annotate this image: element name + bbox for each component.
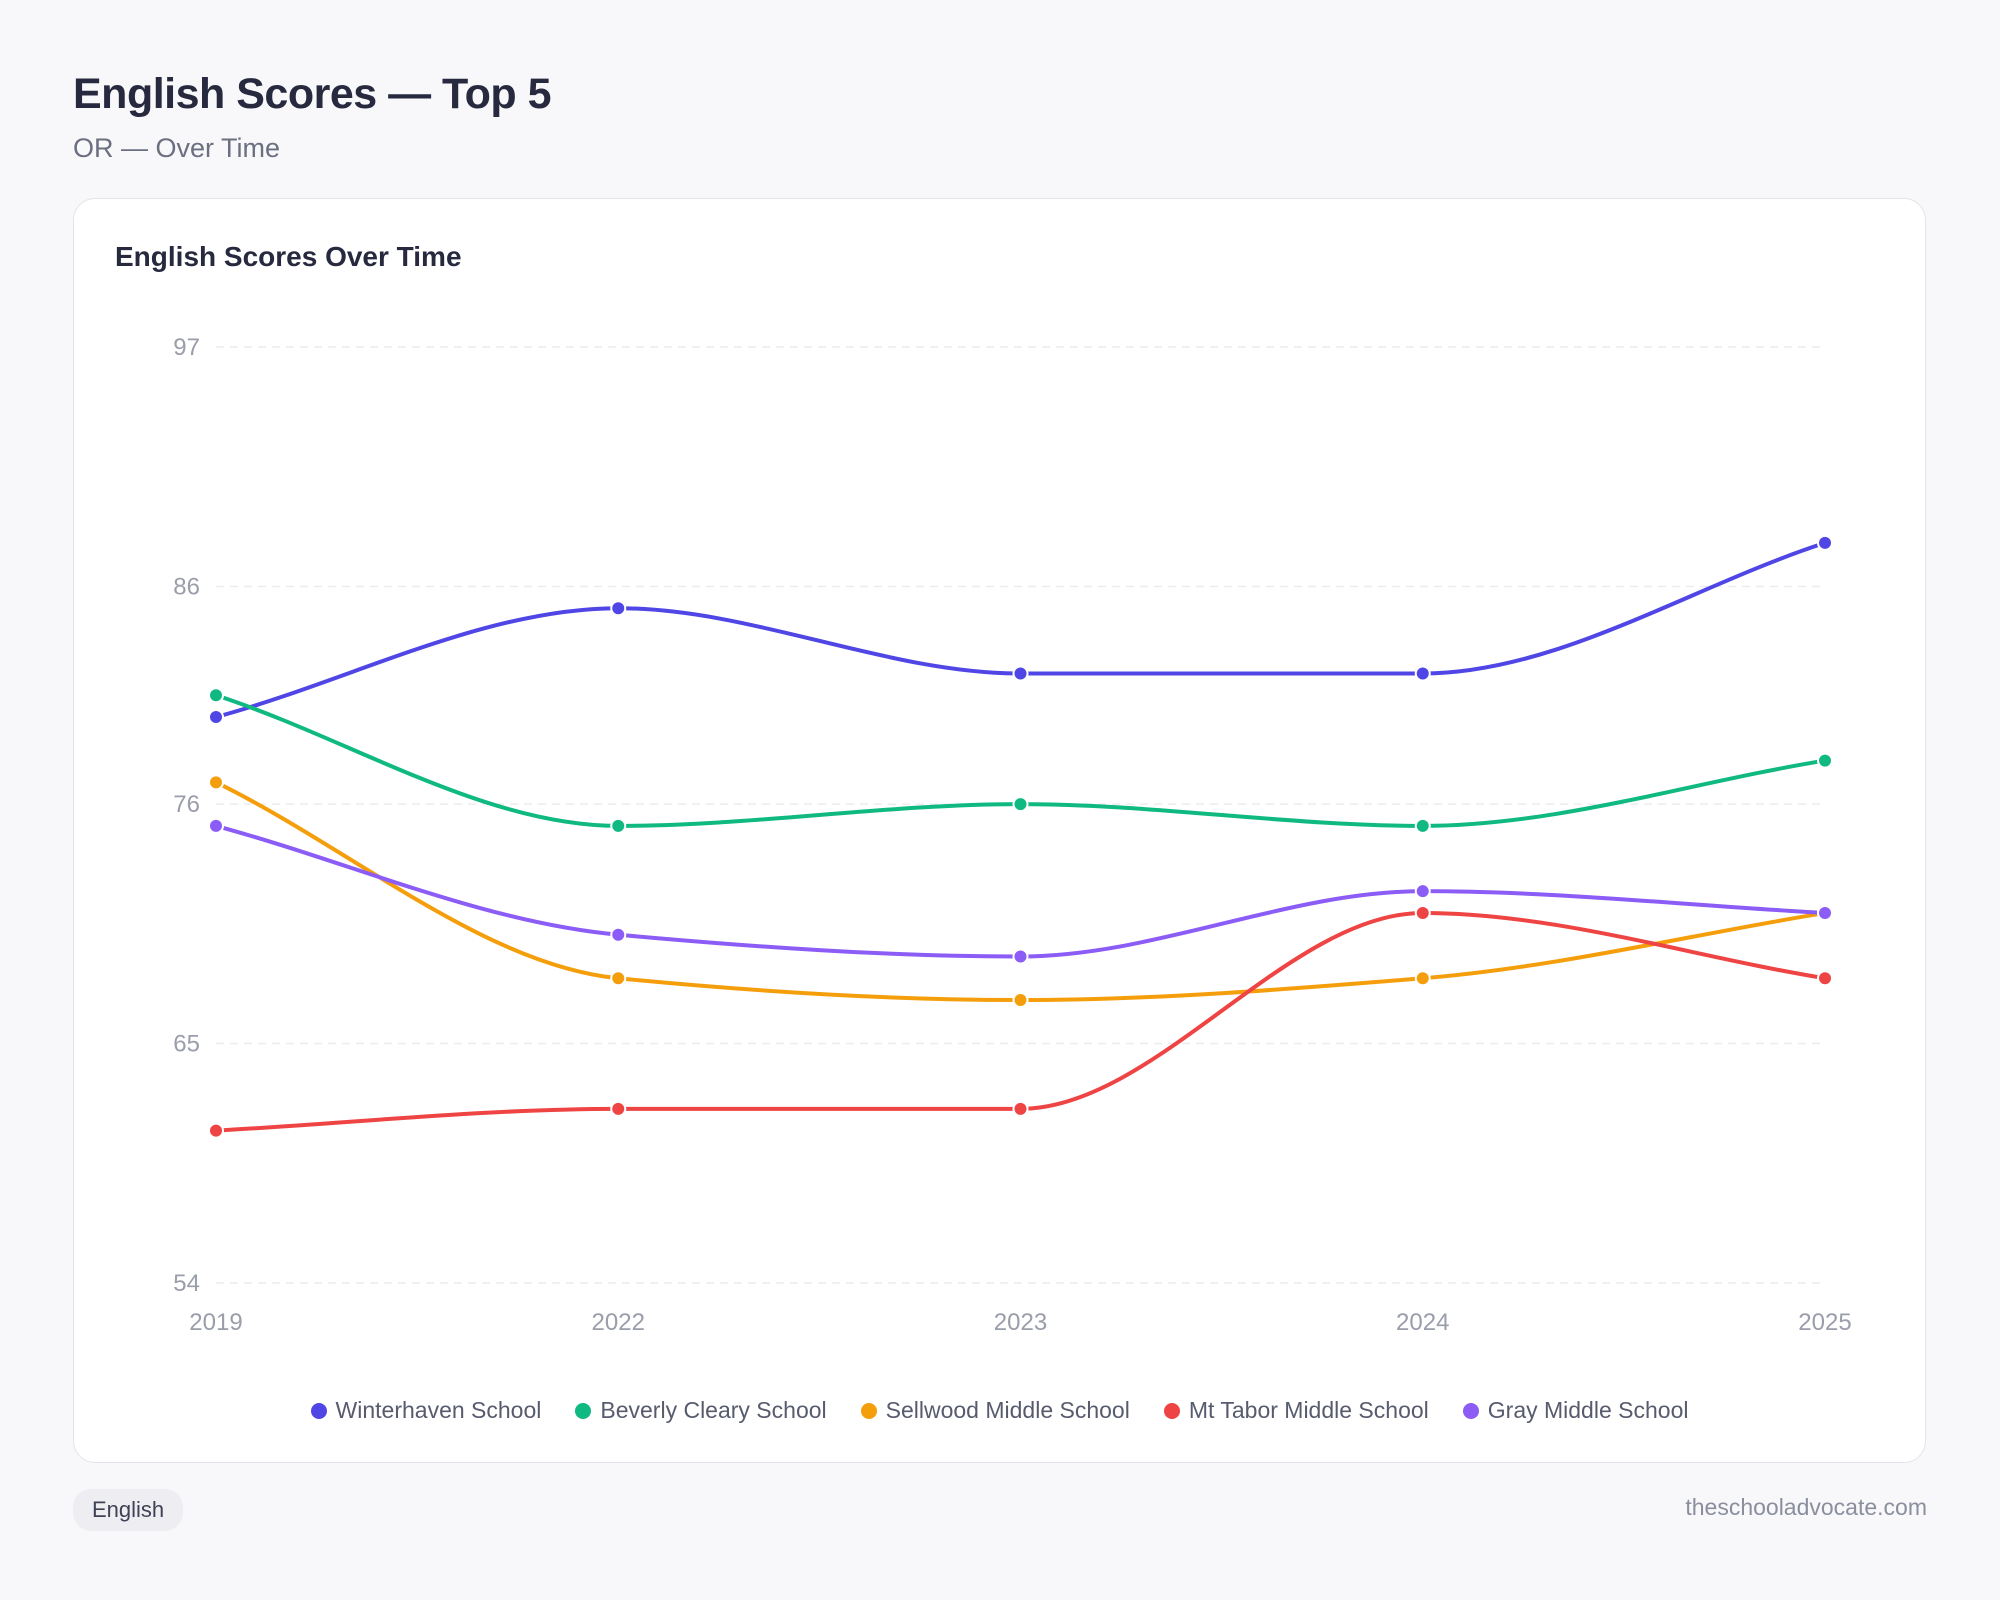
y-tick-label-54: 54	[173, 1270, 200, 1297]
legend-marker	[575, 1402, 592, 1419]
data-point-sellwood-middle-school-2023	[1012, 992, 1029, 1009]
x-tick-label-2022: 2022	[592, 1309, 645, 1336]
data-point-beverly-cleary-school-2022	[610, 817, 627, 834]
chart-legend: Winterhaven School Beverly Cleary School S…	[74, 1397, 1925, 1424]
legend-item-sellwood-middle-school[interactable]: Sellwood Middle School	[860, 1397, 1130, 1424]
legend-item-winterhaven-school[interactable]: Winterhaven School	[310, 1397, 542, 1424]
data-point-gray-middle-school-2022	[610, 926, 627, 943]
data-point-mt-tabor-middle-school-2024	[1414, 904, 1431, 921]
series-points	[208, 534, 1833, 1139]
data-point-winterhaven-school-2024	[1414, 665, 1431, 682]
legend-label: Sellwood Middle School	[885, 1397, 1130, 1423]
data-point-winterhaven-school-2025	[1817, 534, 1833, 551]
data-point-sellwood-middle-school-2019	[208, 774, 224, 791]
series-line-winterhaven-school	[214, 540, 1827, 720]
data-point-winterhaven-school-2019	[208, 709, 224, 726]
y-tick-label-86: 86	[173, 573, 200, 600]
data-point-gray-middle-school-2025	[1817, 904, 1833, 921]
data-point-gray-middle-school-2023	[1012, 948, 1029, 965]
data-point-winterhaven-school-2022	[610, 600, 627, 617]
data-point-sellwood-middle-school-2024	[1414, 970, 1431, 987]
data-point-sellwood-middle-school-2022	[610, 970, 627, 987]
y-tick-label-65: 65	[173, 1031, 200, 1058]
data-point-winterhaven-school-2023	[1012, 665, 1029, 682]
legend-marker	[860, 1402, 877, 1419]
data-point-beverly-cleary-school-2024	[1414, 817, 1431, 834]
x-tick-label-2019: 2019	[189, 1309, 242, 1336]
series-lines	[214, 540, 1827, 1133]
legend-marker	[310, 1402, 327, 1419]
subject-chip[interactable]: English	[73, 1489, 184, 1531]
series-line-mt-tabor-middle-school	[214, 910, 1827, 1133]
y-tick-label-76: 76	[173, 791, 200, 818]
series-line-gray-middle-school	[214, 823, 1827, 959]
y-tick-label-97: 97	[173, 334, 200, 361]
data-point-mt-tabor-middle-school-2022	[610, 1100, 627, 1117]
legend-label: Beverly Cleary School	[600, 1397, 827, 1423]
data-point-beverly-cleary-school-2025	[1817, 752, 1833, 769]
legend-item-mt-tabor-middle-school[interactable]: Mt Tabor Middle School	[1163, 1397, 1429, 1424]
data-point-gray-middle-school-2024	[1414, 883, 1431, 900]
legend-label: Gray Middle School	[1487, 1397, 1689, 1423]
x-tick-label-2025: 2025	[1798, 1309, 1851, 1336]
x-tick-label-2024: 2024	[1396, 1309, 1449, 1336]
data-point-mt-tabor-middle-school-2025	[1817, 970, 1833, 987]
grid-layer	[216, 346, 1825, 1284]
line-chart: 97 86 76 65 54 2019 2022 2023 2024 2025	[173, 334, 1851, 1336]
legend-item-beverly-cleary-school[interactable]: Beverly Cleary School	[575, 1397, 827, 1424]
legend-item-gray-middle-school[interactable]: Gray Middle School	[1462, 1397, 1689, 1424]
data-point-mt-tabor-middle-school-2023	[1012, 1100, 1029, 1117]
axis-ticks: 97 86 76 65 54 2019 2022 2023 2024 2025	[173, 334, 1851, 1336]
page-subtitle: OR — Over Time	[73, 133, 281, 163]
data-point-beverly-cleary-school-2019	[208, 687, 224, 704]
legend-label: Mt Tabor Middle School	[1188, 1397, 1429, 1423]
site-url[interactable]: theschooladvocate.com	[1685, 1494, 1927, 1520]
legend-marker	[1462, 1402, 1479, 1419]
legend-label: Winterhaven School	[335, 1397, 542, 1423]
data-point-mt-tabor-middle-school-2019	[208, 1122, 224, 1139]
legend-marker	[1163, 1402, 1180, 1419]
series-line-sellwood-middle-school	[214, 780, 1827, 1003]
x-tick-label-2023: 2023	[994, 1309, 1047, 1336]
chart-title: English Scores Over Time	[115, 241, 462, 272]
chart-card: English Scores Over Time 97 86 76 65 54 2019 2…	[73, 198, 1926, 1463]
data-point-beverly-cleary-school-2023	[1012, 796, 1029, 813]
data-point-gray-middle-school-2019	[208, 817, 224, 834]
page-title: English Scores — Top 5	[73, 70, 552, 118]
